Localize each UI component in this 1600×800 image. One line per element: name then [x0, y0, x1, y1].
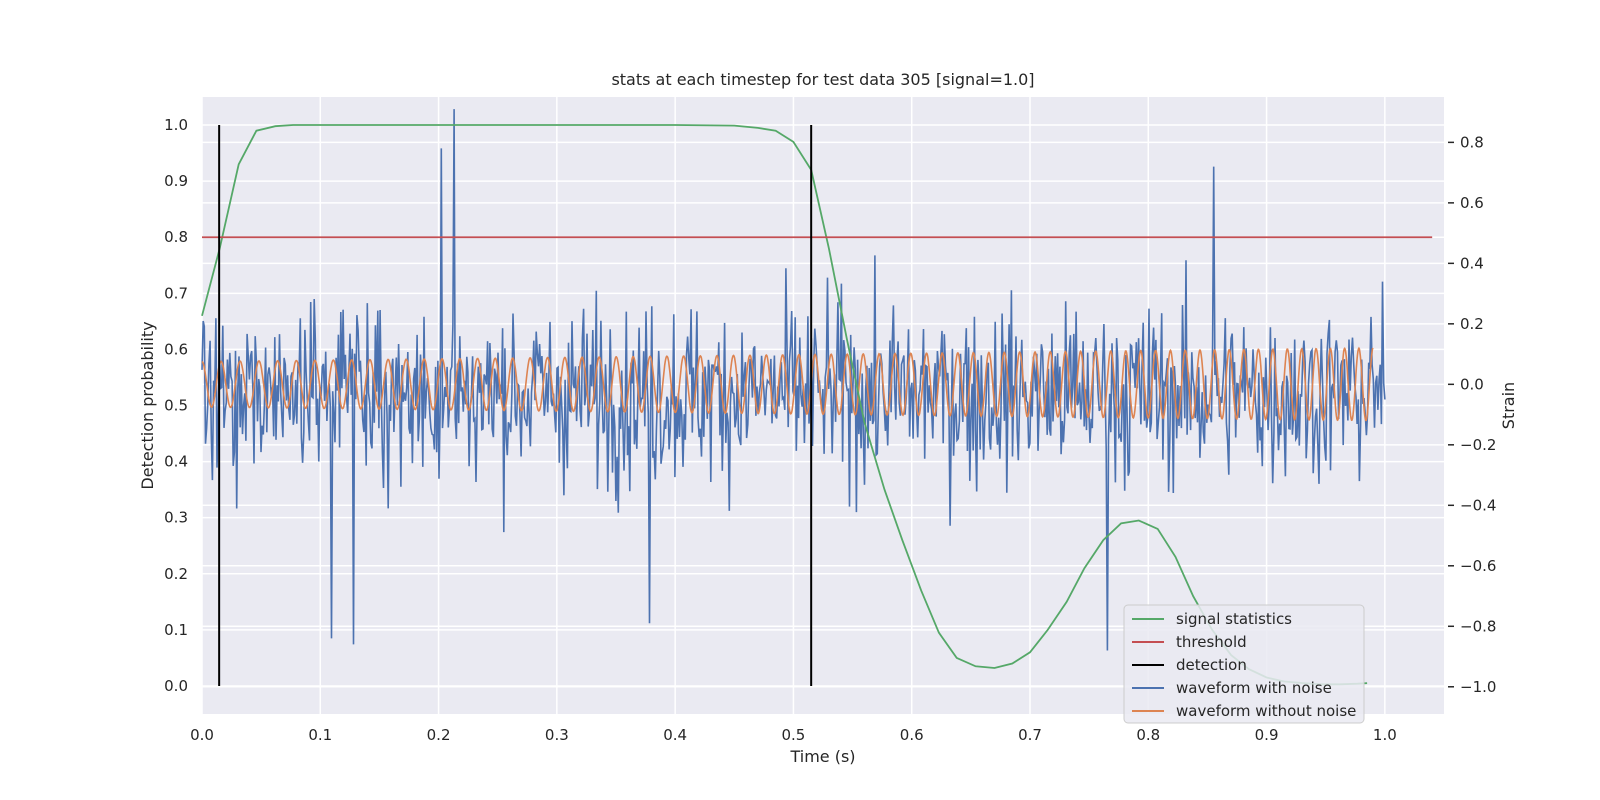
x-tick-label: 0.9: [1255, 726, 1279, 744]
y-right-tick-label: −0.6: [1460, 557, 1496, 575]
x-axis-label: Time (s): [789, 747, 855, 766]
x-tick-label: 0.2: [427, 726, 451, 744]
x-tick-label: 0.3: [545, 726, 569, 744]
x-tick-label: 0.5: [781, 726, 805, 744]
y-tick-label: 0.4: [164, 453, 188, 471]
x-tick-label: 0.0: [190, 726, 214, 744]
y-tick-label: 0.1: [164, 621, 188, 639]
y-tick-label: 0.8: [164, 228, 188, 246]
x-tick-label: 0.6: [900, 726, 924, 744]
legend-label: threshold: [1176, 633, 1247, 651]
y-right-tick-label: 0.0: [1460, 375, 1484, 393]
y-tick-label: 0.6: [164, 340, 188, 358]
y-right-tick-label: 0.2: [1460, 315, 1484, 333]
axes-layer: 0.0 0.1 0.2 0.3 0.4 0.5 0.6 0.7 0.8 0.9 1.0 0.0 0.1 0…: [164, 116, 1496, 744]
y-tick-label: 0.9: [164, 172, 188, 190]
y-right-tick-label: −0.8: [1460, 617, 1496, 635]
legend-label: waveform with noise: [1176, 679, 1332, 697]
y-tick-label: 1.0: [164, 116, 188, 134]
y-right-tick-label: −1.0: [1460, 678, 1496, 696]
y-right-axis-label: Strain: [1499, 382, 1518, 429]
y-right-tick-label: 0.6: [1460, 194, 1484, 212]
x-tick-label: 0.8: [1136, 726, 1160, 744]
y-tick-label: 0.2: [164, 565, 188, 583]
x-tick-label: 0.7: [1018, 726, 1042, 744]
x-tick-label: 0.1: [308, 726, 332, 744]
y-right-tick-label: −0.4: [1460, 496, 1496, 514]
legend-label: signal statistics: [1176, 610, 1292, 628]
y-tick-label: 0.5: [164, 397, 188, 415]
series-waveform-without-noise: [201, 346, 1374, 422]
y-axis-label: Detection probability: [138, 321, 157, 489]
legend-label: detection: [1176, 656, 1247, 674]
x-tick-label: 1.0: [1373, 726, 1397, 744]
y-right-tick-label: −0.2: [1460, 436, 1496, 454]
y-right-tick-label: 0.8: [1460, 133, 1484, 151]
legend: signal statistics threshold detection wavef…: [1123, 604, 1365, 724]
y-tick-label: 0.7: [164, 284, 188, 302]
y-tick-label: 0.3: [164, 509, 188, 527]
y-tick-label: 0.0: [164, 677, 188, 695]
legend-label: waveform without noise: [1176, 702, 1356, 720]
chart-title: stats at each timestep for test data 305…: [611, 70, 1034, 89]
x-tick-label: 0.4: [663, 726, 687, 744]
legend-box: [1123, 604, 1365, 724]
y-right-tick-label: 0.4: [1460, 254, 1484, 272]
